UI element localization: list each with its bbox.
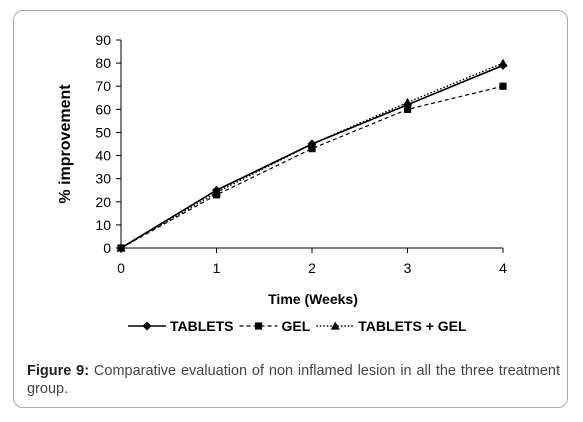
figure-label: Figure 9: bbox=[27, 363, 90, 379]
legend-label-tablets: TABLETS bbox=[170, 318, 234, 334]
series-gel bbox=[117, 82, 507, 252]
legend-marker-tablets bbox=[142, 321, 152, 331]
data-point-tablets bbox=[212, 185, 221, 195]
y-tick-label: 70 bbox=[95, 78, 111, 94]
line-chart: 0 10 20 30 40 50 60 70 80 90 0 1 2 3 4 % improvement T… bbox=[57, 32, 508, 334]
data-point-gel bbox=[403, 105, 412, 113]
x-axis-title: Time (Weeks) bbox=[268, 291, 358, 307]
x-tick-label: 4 bbox=[499, 260, 507, 276]
data-point-gel bbox=[499, 82, 507, 90]
x-tick-label: 3 bbox=[404, 260, 412, 276]
y-tick-label: 0 bbox=[103, 240, 111, 256]
figure-caption: Figure 9: Comparative evaluation of non … bbox=[27, 362, 560, 398]
y-tick-label: 90 bbox=[95, 32, 111, 48]
x-tick-label: 1 bbox=[213, 260, 221, 276]
data-point-tablets bbox=[307, 139, 317, 149]
legend-label-gel: GEL bbox=[282, 318, 311, 334]
x-tick-label: 0 bbox=[117, 260, 125, 276]
caption-text: Comparative evaluation of non inflamed l… bbox=[27, 363, 560, 397]
y-tick-label: 50 bbox=[95, 124, 111, 140]
y-tick-label: 60 bbox=[95, 101, 111, 117]
y-axis-title: % improvement bbox=[57, 84, 74, 204]
legend-marker-tablets-gel bbox=[330, 321, 340, 330]
y-tick-label: 30 bbox=[95, 171, 111, 187]
data-point-tablets bbox=[116, 243, 126, 253]
series-line-gel bbox=[120, 85, 504, 249]
chart-legend: TABLETS GEL TABLETS + GEL bbox=[128, 318, 467, 334]
y-tick-label: 40 bbox=[95, 148, 111, 164]
legend-marker-gel bbox=[254, 322, 263, 330]
y-tick-label: 80 bbox=[95, 55, 111, 71]
x-tick-label: 2 bbox=[308, 260, 316, 276]
y-tick-label: 10 bbox=[95, 217, 111, 233]
y-tick-label: 20 bbox=[95, 194, 111, 210]
data-point-gel bbox=[308, 145, 316, 153]
data-point-tablets bbox=[403, 100, 412, 110]
data-point-tablets bbox=[498, 60, 508, 70]
legend-label-tablets-gel: TABLETS + GEL bbox=[358, 318, 467, 334]
chart-series bbox=[116, 58, 508, 253]
series-tablets bbox=[116, 60, 508, 253]
chart-axes: 0 10 20 30 40 50 60 70 80 90 0 1 2 3 4 bbox=[95, 32, 507, 276]
series-line-tablets bbox=[120, 64, 504, 249]
series-line-tablets-gel bbox=[120, 62, 504, 249]
